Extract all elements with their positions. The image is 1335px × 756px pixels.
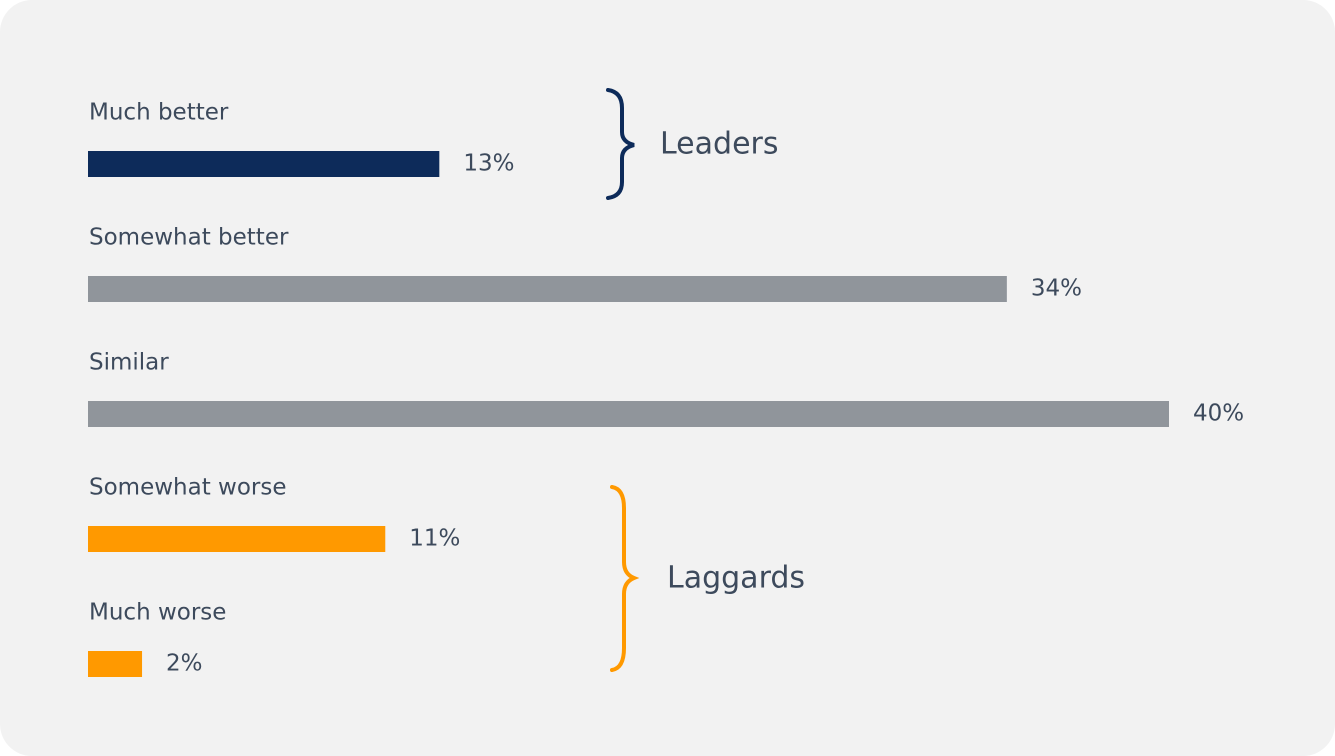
value-label: 2% bbox=[166, 651, 203, 677]
annotation: Laggards bbox=[667, 561, 805, 596]
value-label: 11% bbox=[409, 526, 460, 552]
bar bbox=[88, 401, 1169, 427]
bar bbox=[88, 526, 386, 552]
category-label: Much better bbox=[89, 100, 229, 126]
category-label: Similar bbox=[89, 350, 169, 376]
category-label: Somewhat worse bbox=[89, 475, 287, 501]
value-label: 34% bbox=[1031, 276, 1082, 302]
value-label: 13% bbox=[463, 151, 514, 177]
bar bbox=[88, 276, 1007, 302]
bar bbox=[88, 651, 143, 677]
category-label: Somewhat better bbox=[89, 225, 289, 251]
annotation: Leaders bbox=[660, 127, 779, 162]
value-label: 40% bbox=[1193, 401, 1244, 427]
leaders-brace bbox=[606, 88, 635, 200]
bar bbox=[88, 151, 440, 177]
category-label: Much worse bbox=[89, 600, 226, 626]
laggards-brace bbox=[610, 485, 640, 672]
